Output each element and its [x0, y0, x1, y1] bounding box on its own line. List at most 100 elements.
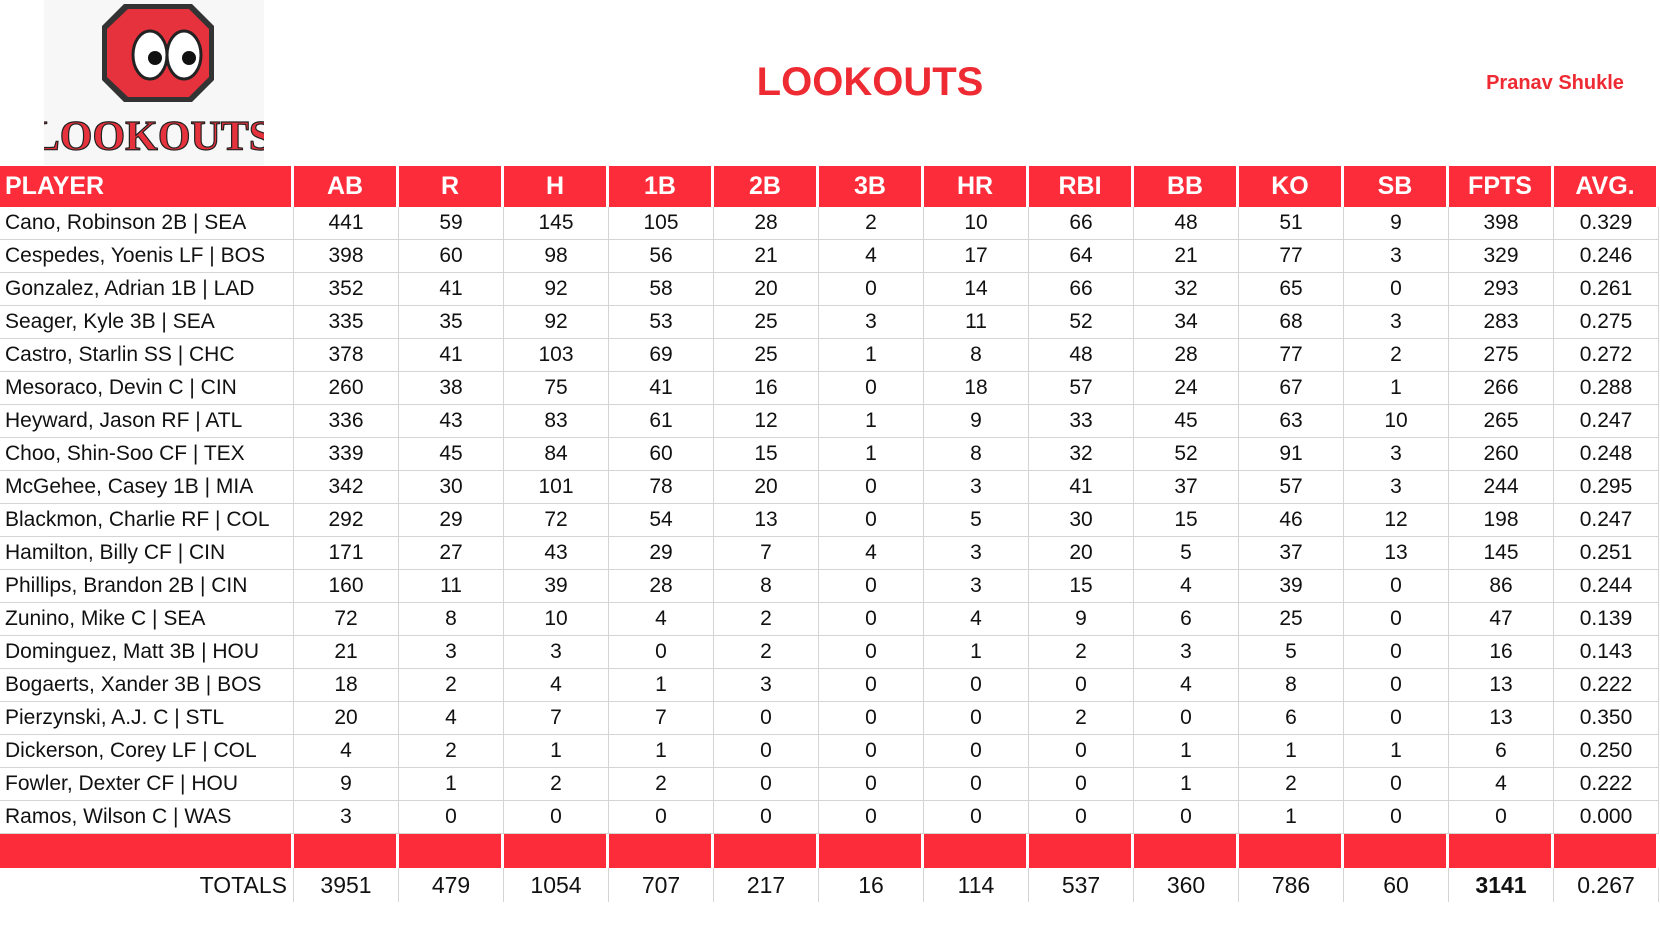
stat-cell: 27	[399, 537, 504, 570]
stat-cell: 3	[924, 471, 1029, 504]
stat-cell: 0	[819, 372, 924, 405]
stat-cell: 0	[714, 801, 819, 834]
stat-cell: 0	[1029, 801, 1134, 834]
stat-cell: 293	[1449, 273, 1554, 306]
stat-cell: 92	[504, 273, 609, 306]
stat-cell: 3	[1344, 438, 1449, 471]
stat-cell: 3	[1344, 471, 1449, 504]
stat-cell: 6	[1239, 702, 1344, 735]
stat-cell: 91	[1239, 438, 1344, 471]
stat-cell: 101	[504, 471, 609, 504]
stat-cell: 21	[294, 636, 399, 669]
stat-cell: 83	[504, 405, 609, 438]
stat-cell: 43	[504, 537, 609, 570]
stat-cell: 45	[1134, 405, 1239, 438]
stat-cell: 52	[1029, 306, 1134, 339]
column-header: 2B	[714, 166, 819, 207]
separator-band	[1449, 834, 1554, 868]
stat-cell: 283	[1449, 306, 1554, 339]
stat-cell: 4	[924, 603, 1029, 636]
stat-cell: 0	[1344, 273, 1449, 306]
stat-cell: 0.222	[1554, 768, 1659, 801]
stat-cell: 9	[1029, 603, 1134, 636]
stat-cell: 46	[1239, 504, 1344, 537]
stat-cell: 260	[294, 372, 399, 405]
stat-cell: 4	[294, 735, 399, 768]
stat-cell: 8	[714, 570, 819, 603]
total-cell: 537	[1029, 868, 1134, 902]
stat-cell: 35	[399, 306, 504, 339]
stat-cell: 339	[294, 438, 399, 471]
stat-cell: 1	[399, 768, 504, 801]
stat-cell: 0	[609, 801, 714, 834]
stat-cell: 16	[714, 372, 819, 405]
stat-cell: 41	[399, 273, 504, 306]
column-header: H	[504, 166, 609, 207]
logo-text: LOOKOUTS	[44, 114, 264, 160]
stat-cell: 10	[504, 603, 609, 636]
stat-cell: 0.350	[1554, 702, 1659, 735]
stat-cell: 0	[924, 735, 1029, 768]
stat-cell: 0	[1029, 768, 1134, 801]
stat-cell: 0.247	[1554, 405, 1659, 438]
stat-cell: 57	[1239, 471, 1344, 504]
player-name: Fowler, Dexter CF | HOU	[0, 768, 294, 801]
page-title: LOOKOUTS	[756, 60, 984, 104]
stat-cell: 352	[294, 273, 399, 306]
stat-cell: 25	[714, 306, 819, 339]
stat-cell: 0	[819, 702, 924, 735]
stat-cell: 39	[504, 570, 609, 603]
stat-cell: 0.244	[1554, 570, 1659, 603]
player-name: Dickerson, Corey LF | COL	[0, 735, 294, 768]
column-header: 1B	[609, 166, 714, 207]
stat-cell: 20	[1029, 537, 1134, 570]
stat-cell: 60	[399, 240, 504, 273]
column-header: FPTS	[1449, 166, 1554, 207]
stat-cell: 15	[1029, 570, 1134, 603]
player-name: Pierzynski, A.J. C | STL	[0, 702, 294, 735]
stat-cell: 28	[1134, 339, 1239, 372]
stat-cell: 84	[504, 438, 609, 471]
stat-cell: 0	[1344, 570, 1449, 603]
stat-cell: 30	[399, 471, 504, 504]
player-name: Ramos, Wilson C | WAS	[0, 801, 294, 834]
stat-cell: 29	[609, 537, 714, 570]
stat-cell: 48	[1134, 207, 1239, 240]
stat-cell: 43	[399, 405, 504, 438]
stat-cell: 56	[609, 240, 714, 273]
stat-cell: 28	[609, 570, 714, 603]
stat-cell: 145	[1449, 537, 1554, 570]
total-cell: 360	[1134, 868, 1239, 902]
column-header: KO	[1239, 166, 1344, 207]
stat-cell: 2	[609, 768, 714, 801]
totals-label: TOTALS	[0, 868, 294, 902]
player-name: Cano, Robinson 2B | SEA	[0, 207, 294, 240]
stat-cell: 378	[294, 339, 399, 372]
stat-cell: 0	[819, 801, 924, 834]
stat-cell: 11	[924, 306, 1029, 339]
total-cell: 217	[714, 868, 819, 902]
stat-cell: 4	[1134, 570, 1239, 603]
separator-band	[294, 834, 399, 868]
stat-cell: 4	[819, 537, 924, 570]
stat-cell: 2	[714, 603, 819, 636]
stat-cell: 0	[714, 702, 819, 735]
total-cell: 3951	[294, 868, 399, 902]
stat-cell: 3	[924, 537, 1029, 570]
stat-cell: 8	[924, 438, 1029, 471]
stat-cell: 47	[1449, 603, 1554, 636]
stat-cell: 1	[819, 438, 924, 471]
stat-cell: 32	[1029, 438, 1134, 471]
stat-cell: 2	[1344, 339, 1449, 372]
stat-cell: 67	[1239, 372, 1344, 405]
total-cell: 1054	[504, 868, 609, 902]
stat-cell: 4	[1134, 669, 1239, 702]
stat-cell: 34	[1134, 306, 1239, 339]
stat-cell: 0	[819, 768, 924, 801]
separator-band	[714, 834, 819, 868]
stat-cell: 3	[924, 570, 1029, 603]
stat-cell: 3	[399, 636, 504, 669]
stat-cell: 8	[924, 339, 1029, 372]
total-cell: 114	[924, 868, 1029, 902]
stat-cell: 41	[1029, 471, 1134, 504]
